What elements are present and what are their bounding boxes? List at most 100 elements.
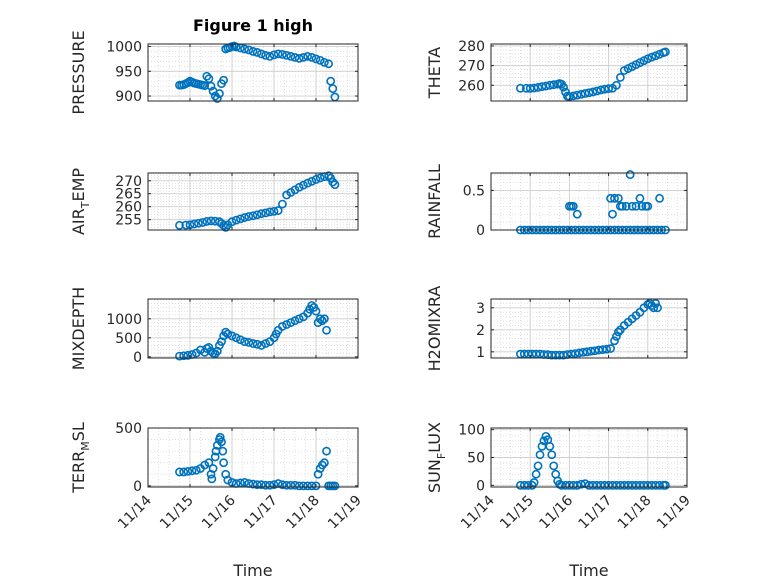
data-point bbox=[240, 213, 249, 222]
data-point bbox=[248, 339, 258, 348]
data-point bbox=[221, 327, 231, 337]
data-point bbox=[614, 193, 623, 203]
y-tick-label: 2 bbox=[476, 323, 485, 339]
data-point bbox=[307, 301, 317, 310]
y-axis-label: PRESSURE bbox=[69, 30, 88, 114]
y-tick-label: 260 bbox=[115, 200, 142, 216]
x-tick-label: 11/17 bbox=[241, 493, 281, 533]
data-point bbox=[240, 477, 249, 487]
data-point bbox=[643, 201, 653, 211]
data-point bbox=[537, 82, 547, 92]
data-point bbox=[256, 49, 266, 59]
data-point bbox=[572, 90, 582, 100]
data-point bbox=[533, 83, 543, 92]
data-point bbox=[248, 211, 258, 221]
subplot-theta: 260 270 280 THETA bbox=[425, 39, 688, 102]
x-axis-label: Time bbox=[568, 561, 608, 580]
y-tick-label: 0 bbox=[133, 350, 142, 366]
data-point bbox=[572, 209, 582, 219]
data-point bbox=[303, 481, 312, 491]
y-tick-label: 500 bbox=[115, 331, 142, 347]
data-point bbox=[608, 209, 617, 219]
data-point bbox=[252, 48, 262, 57]
data-point bbox=[545, 80, 555, 90]
data-point bbox=[661, 480, 670, 490]
data-point bbox=[604, 84, 613, 94]
y-tick-label: 3 bbox=[476, 301, 485, 317]
data-point bbox=[651, 299, 661, 308]
data-point bbox=[218, 446, 228, 456]
data-point bbox=[643, 54, 653, 64]
data-point bbox=[193, 218, 203, 228]
data-point bbox=[261, 339, 270, 348]
data-point bbox=[269, 206, 279, 216]
y-tick-label: 900 bbox=[115, 89, 142, 105]
data-point bbox=[244, 337, 254, 347]
data-point bbox=[219, 458, 228, 468]
data-point bbox=[653, 303, 662, 313]
data-point bbox=[179, 467, 189, 477]
data-point bbox=[290, 52, 300, 62]
data-point bbox=[252, 210, 262, 220]
data-point bbox=[282, 480, 291, 490]
subplot-sun-flux: 0 50 100 11/14 11/15 11/16 11/17 11/18 11/19 Time… bbox=[425, 422, 694, 580]
data-point bbox=[231, 215, 241, 225]
data-point bbox=[610, 193, 619, 203]
data-point bbox=[204, 458, 214, 468]
data-point bbox=[516, 83, 525, 93]
y-tick-label: 1000 bbox=[106, 312, 142, 328]
data-point bbox=[531, 469, 541, 479]
data-point bbox=[217, 437, 226, 447]
data-point bbox=[298, 52, 308, 62]
data-point bbox=[265, 51, 275, 61]
x-tick-label: 11/14 bbox=[115, 492, 155, 532]
data-point bbox=[311, 54, 321, 64]
data-point bbox=[635, 193, 645, 203]
subplot-mixdepth: 0 500 1000 MIXDEPTH bbox=[69, 287, 359, 370]
data-point bbox=[319, 314, 329, 324]
data-point bbox=[307, 176, 317, 186]
data-point bbox=[290, 316, 300, 326]
y-tick-label: 1000 bbox=[106, 39, 142, 55]
data-point bbox=[319, 458, 329, 468]
y-tick-label: 0.5 bbox=[463, 183, 485, 199]
data-point bbox=[294, 481, 304, 491]
data-series bbox=[516, 299, 662, 360]
data-point bbox=[231, 42, 241, 52]
data-point bbox=[303, 51, 312, 61]
data-point bbox=[183, 350, 193, 360]
data-point bbox=[294, 53, 304, 63]
data-point bbox=[315, 314, 325, 324]
y-tick-label: 265 bbox=[115, 187, 142, 203]
data-point bbox=[298, 481, 308, 491]
y-tick-label: 50 bbox=[467, 451, 485, 467]
data-point bbox=[592, 86, 602, 96]
data-point bbox=[549, 461, 559, 471]
data-point bbox=[303, 178, 312, 188]
data-point bbox=[580, 89, 590, 98]
data-point bbox=[248, 47, 258, 56]
x-tick-label: 11/19 bbox=[654, 493, 694, 533]
data-point bbox=[269, 50, 279, 60]
data-point bbox=[286, 318, 296, 327]
data-point bbox=[215, 432, 225, 442]
y-axis-label: RAINFALL bbox=[425, 164, 444, 239]
x-tick-label: 11/17 bbox=[576, 493, 616, 533]
data-point bbox=[637, 201, 647, 211]
y-axis-label: TERRMSL bbox=[69, 422, 92, 494]
data-point bbox=[252, 480, 262, 490]
y-tick-label: 950 bbox=[115, 64, 142, 80]
data-point bbox=[570, 349, 580, 358]
data-point bbox=[181, 220, 191, 230]
y-tick-label: 0 bbox=[476, 223, 485, 239]
y-tick-label: 280 bbox=[458, 39, 485, 55]
data-point bbox=[256, 341, 266, 350]
y-axis-label: MIXDEPTH bbox=[69, 287, 88, 370]
subplot-rainfall: 0 0.5 RAINFALL bbox=[425, 164, 688, 239]
x-tick-label: 11/19 bbox=[325, 493, 365, 533]
data-point bbox=[328, 84, 338, 94]
data-point bbox=[214, 89, 224, 98]
y-axis-label: AIRTEMP bbox=[69, 168, 92, 235]
data-point bbox=[539, 436, 549, 446]
y-tick-label: 260 bbox=[458, 78, 485, 94]
